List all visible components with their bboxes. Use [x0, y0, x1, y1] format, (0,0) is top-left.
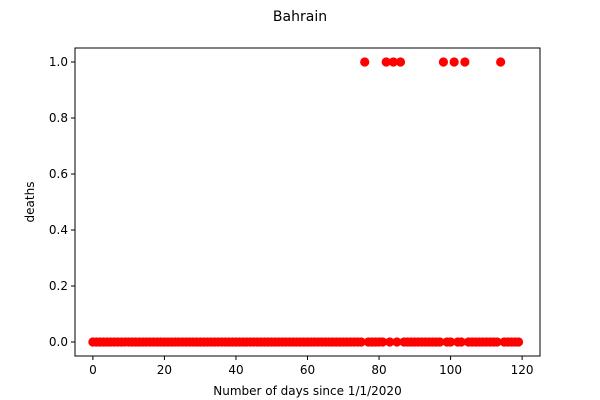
data-point [513, 337, 524, 347]
x-tick-label: 60 [300, 363, 315, 377]
data-point [449, 57, 459, 67]
y-tick-label: 0.0 [49, 335, 68, 349]
x-tick-label: 20 [157, 363, 172, 377]
y-tick-label: 0.6 [49, 167, 68, 181]
data-point [496, 57, 506, 67]
data-point [456, 337, 466, 347]
data-point [385, 337, 395, 347]
plot-frame [74, 47, 541, 357]
x-tick-label: 80 [371, 363, 386, 377]
data-point [378, 337, 388, 347]
data-points [88, 57, 524, 347]
data-point [438, 57, 449, 67]
data-point [460, 57, 470, 67]
data-point [388, 57, 398, 67]
data-point [356, 337, 366, 347]
data-point [492, 337, 502, 347]
x-axis-label: Number of days since 1/1/2020 [213, 384, 401, 398]
y-tick-label: 0.8 [49, 111, 68, 125]
data-point [395, 57, 406, 67]
data-point [435, 337, 445, 347]
data-point [392, 337, 402, 347]
x-tick-label: 120 [511, 363, 534, 377]
y-axis-label: deaths [23, 182, 37, 223]
data-point [445, 337, 456, 347]
x-tick-label: 0 [89, 363, 97, 377]
x-axis-ticks: 0 20 40 60 80 100 120 [89, 356, 534, 377]
chart-title: Bahrain [273, 9, 327, 25]
y-tick-label: 0.2 [49, 279, 68, 293]
data-point [360, 57, 370, 67]
data-point [381, 57, 391, 67]
x-tick-label: 100 [439, 363, 462, 377]
y-tick-label: 0.4 [49, 223, 68, 237]
y-tick-label: 1.0 [49, 55, 68, 69]
y-axis-ticks: 0.0 0.2 0.4 0.6 0.8 1.0 [49, 55, 75, 349]
x-tick-label: 40 [228, 363, 243, 377]
